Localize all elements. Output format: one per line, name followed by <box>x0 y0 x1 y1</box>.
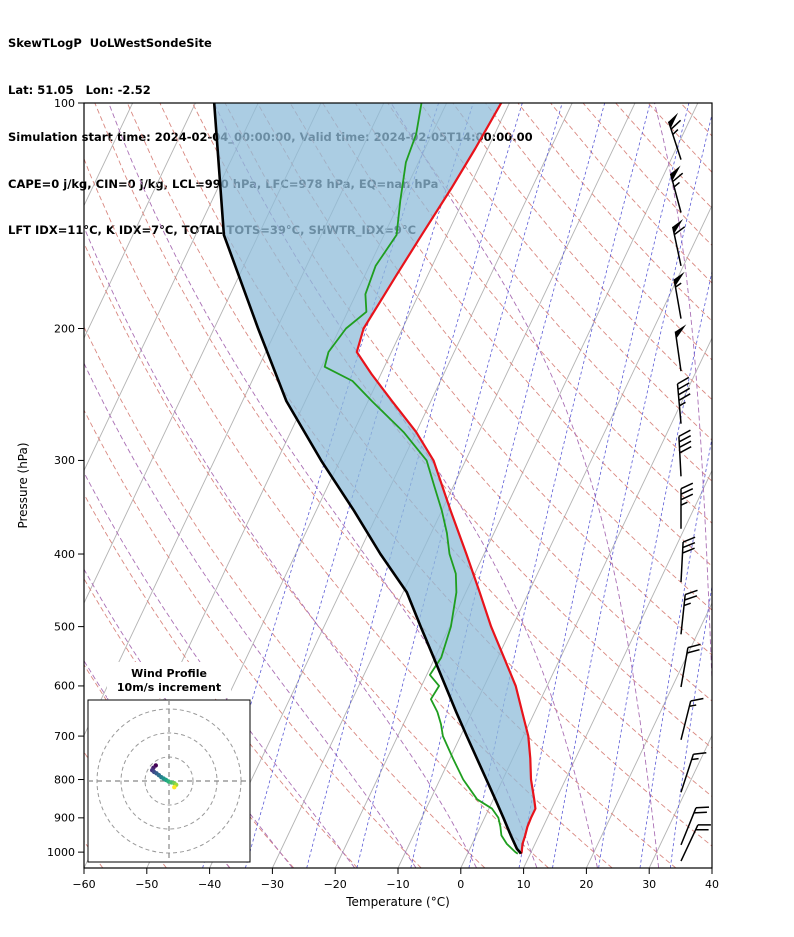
title-line-latlon: Lat: 51.05 Lon: -2.52 <box>8 82 151 97</box>
dewpoint-profile-line <box>323 103 519 855</box>
svg-text:−30: −30 <box>261 878 284 891</box>
mixing-ratio-lines <box>202 103 712 868</box>
svg-text:−10: −10 <box>386 878 409 891</box>
svg-text:200: 200 <box>54 322 75 335</box>
hodograph-subtitle: 10m/s increment <box>117 681 221 694</box>
svg-text:1000: 1000 <box>47 846 75 859</box>
svg-text:900: 900 <box>54 812 75 825</box>
svg-text:40: 40 <box>705 878 719 891</box>
hodograph-wind-trace <box>150 763 179 790</box>
wind-barbs <box>667 112 711 862</box>
svg-text:600: 600 <box>54 680 75 693</box>
svg-text:300: 300 <box>54 454 75 467</box>
svg-text:0: 0 <box>457 878 464 891</box>
svg-text:−60: −60 <box>72 878 95 891</box>
svg-text:700: 700 <box>54 730 75 743</box>
parcel-profile-line <box>212 103 522 855</box>
svg-text:30: 30 <box>642 878 656 891</box>
cin-shaded-area <box>214 103 536 854</box>
svg-text:500: 500 <box>54 620 75 633</box>
svg-text:100: 100 <box>54 97 75 110</box>
svg-text:−50: −50 <box>135 878 158 891</box>
temperature-profile-line <box>355 103 537 855</box>
hodograph-title: Wind Profile <box>131 667 207 680</box>
y-axis-label: Pressure (hPa) <box>16 442 30 528</box>
svg-text:−40: −40 <box>198 878 221 891</box>
svg-text:−20: −20 <box>324 878 347 891</box>
title-line-station: SkewTLogP UoLWestSondeSite <box>8 36 212 51</box>
x-axis-label: Temperature (°C) <box>345 895 450 909</box>
svg-text:800: 800 <box>54 773 75 786</box>
svg-text:400: 400 <box>54 548 75 561</box>
hodograph-title-background <box>107 662 231 698</box>
hodograph-inset: Wind Profile 10m/s increment <box>87 662 251 863</box>
svg-text:20: 20 <box>579 878 593 891</box>
svg-text:10: 10 <box>517 878 531 891</box>
